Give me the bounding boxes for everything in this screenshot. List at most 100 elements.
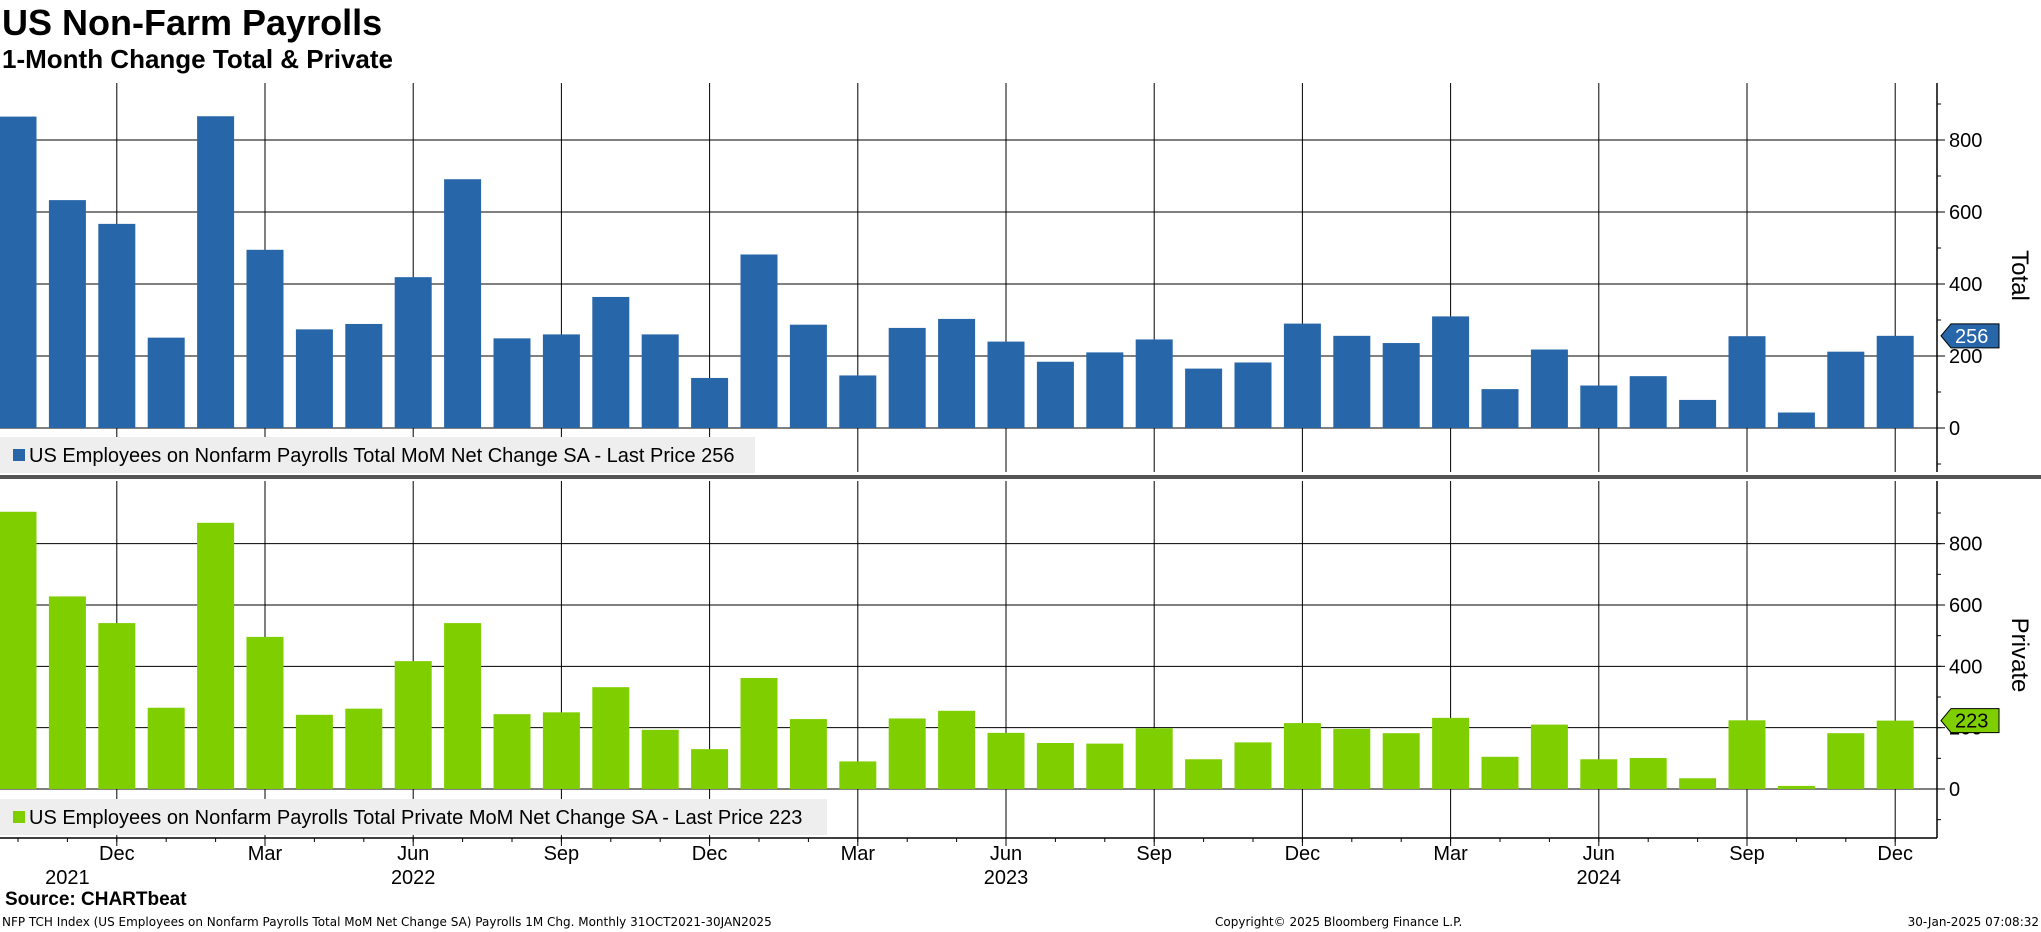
chart-subtitle: 1-Month Change Total & Private [2,44,393,74]
legend-text: US Employees on Nonfarm Payrolls Total M… [29,445,735,467]
bar-private [1876,720,1914,789]
x-month-label: Sep [544,843,580,865]
legend-swatch [13,449,25,461]
bar-private [246,636,284,789]
y-tick-label: 0 [1949,418,1960,440]
x-month-label: Jun [990,843,1022,865]
bar-total [789,324,827,428]
legend-box [0,437,755,473]
bar-total [1432,316,1470,428]
chart-title: US Non-Farm Payrolls [2,2,383,43]
bar-total [839,375,877,428]
bar-private [1135,728,1173,789]
bar-total [1777,412,1815,428]
bar-total [542,334,580,428]
bar-total [1580,385,1618,428]
source-note: Source: CHARTbeat [5,889,187,910]
axis-title-total: Total [2006,250,2033,301]
bar-total [493,338,531,428]
bar-total [888,327,926,428]
bar-private [0,511,37,789]
bar-private [295,714,333,789]
bar-private [542,712,580,789]
bar-private [48,596,86,789]
bar-private [938,710,976,789]
x-year-label: 2024 [1577,867,1622,889]
bar-private [345,708,383,789]
bar-private [147,707,185,789]
bar-total [1481,389,1519,428]
x-month-label: Jun [1583,843,1615,865]
bar-total [147,337,185,428]
x-month-label: Jun [397,843,429,865]
bar-total [48,200,86,428]
last-price-label: 223 [1955,711,1988,733]
x-month-label: Sep [1729,843,1765,865]
panel-separator [0,475,2041,479]
bar-total [1629,376,1667,428]
bar-total [987,341,1025,428]
bar-private [1283,723,1321,789]
copyright-notice: Copyright© 2025 Bloomberg Finance L.P. [1215,915,1463,929]
legend-box [0,799,827,835]
x-month-label: Mar [248,843,283,865]
x-month-label: Dec [99,843,135,865]
bar-total [98,223,136,428]
bar-total [938,318,976,428]
bar-total [1876,335,1914,428]
bar-private [740,677,778,789]
bar-total [1283,323,1321,428]
bar-total [641,334,679,428]
bar-total [345,323,383,428]
bar-total [1185,368,1223,428]
bar-total [1036,361,1074,428]
y-tick-label: 0 [1949,779,1960,801]
y-tick-label: 400 [1949,656,1982,678]
bar-private [888,718,926,789]
panel-total: 0 200 400 600 800 US Employees on Nonfarm Pay… [0,83,2033,473]
bar-private [1382,733,1420,789]
bar-private [691,749,729,789]
bar-private [987,732,1025,789]
bar-private [197,522,235,789]
y-tick-label: 800 [1949,534,1982,556]
bar-private [1086,743,1124,789]
bar-private [641,729,679,789]
x-month-label: Sep [1136,843,1172,865]
legend-text: US Employees on Nonfarm Payrolls Total P… [29,807,802,829]
bar-private [1333,728,1371,789]
bar-private [1185,759,1223,789]
bar-private [592,687,630,789]
bar-private [1036,743,1074,789]
bar-private [98,623,136,789]
bar-private [394,661,432,789]
axis-title-private: Private [2006,618,2033,693]
bar-private [1629,758,1667,789]
x-month-label: Dec [1877,843,1913,865]
bar-total [1530,349,1568,428]
x-year-label: 2021 [45,867,90,889]
x-year-label: 2023 [984,867,1029,889]
y-tick-label: 600 [1949,202,1982,224]
bar-total [1728,336,1766,428]
bar-private [1432,717,1470,789]
last-price-tag [1940,708,2000,734]
bar-total [0,116,37,428]
bar-total [1135,339,1173,428]
x-month-label: Mar [1433,843,1468,865]
x-month-label: Mar [841,843,876,865]
bar-private [1827,733,1865,789]
bar-total [1827,351,1865,428]
x-month-label: Dec [1285,843,1321,865]
bar-private [1481,756,1519,789]
bar-private [493,714,531,789]
bar-total [740,254,778,428]
bar-private [1777,785,1815,789]
bar-private [1728,720,1766,789]
bar-total [1382,343,1420,428]
bar-total [592,296,630,428]
bar-private [1530,724,1568,789]
bar-total [1086,352,1124,428]
index-description: NFP TCH Index (US Employees on Nonfarm P… [2,915,772,929]
